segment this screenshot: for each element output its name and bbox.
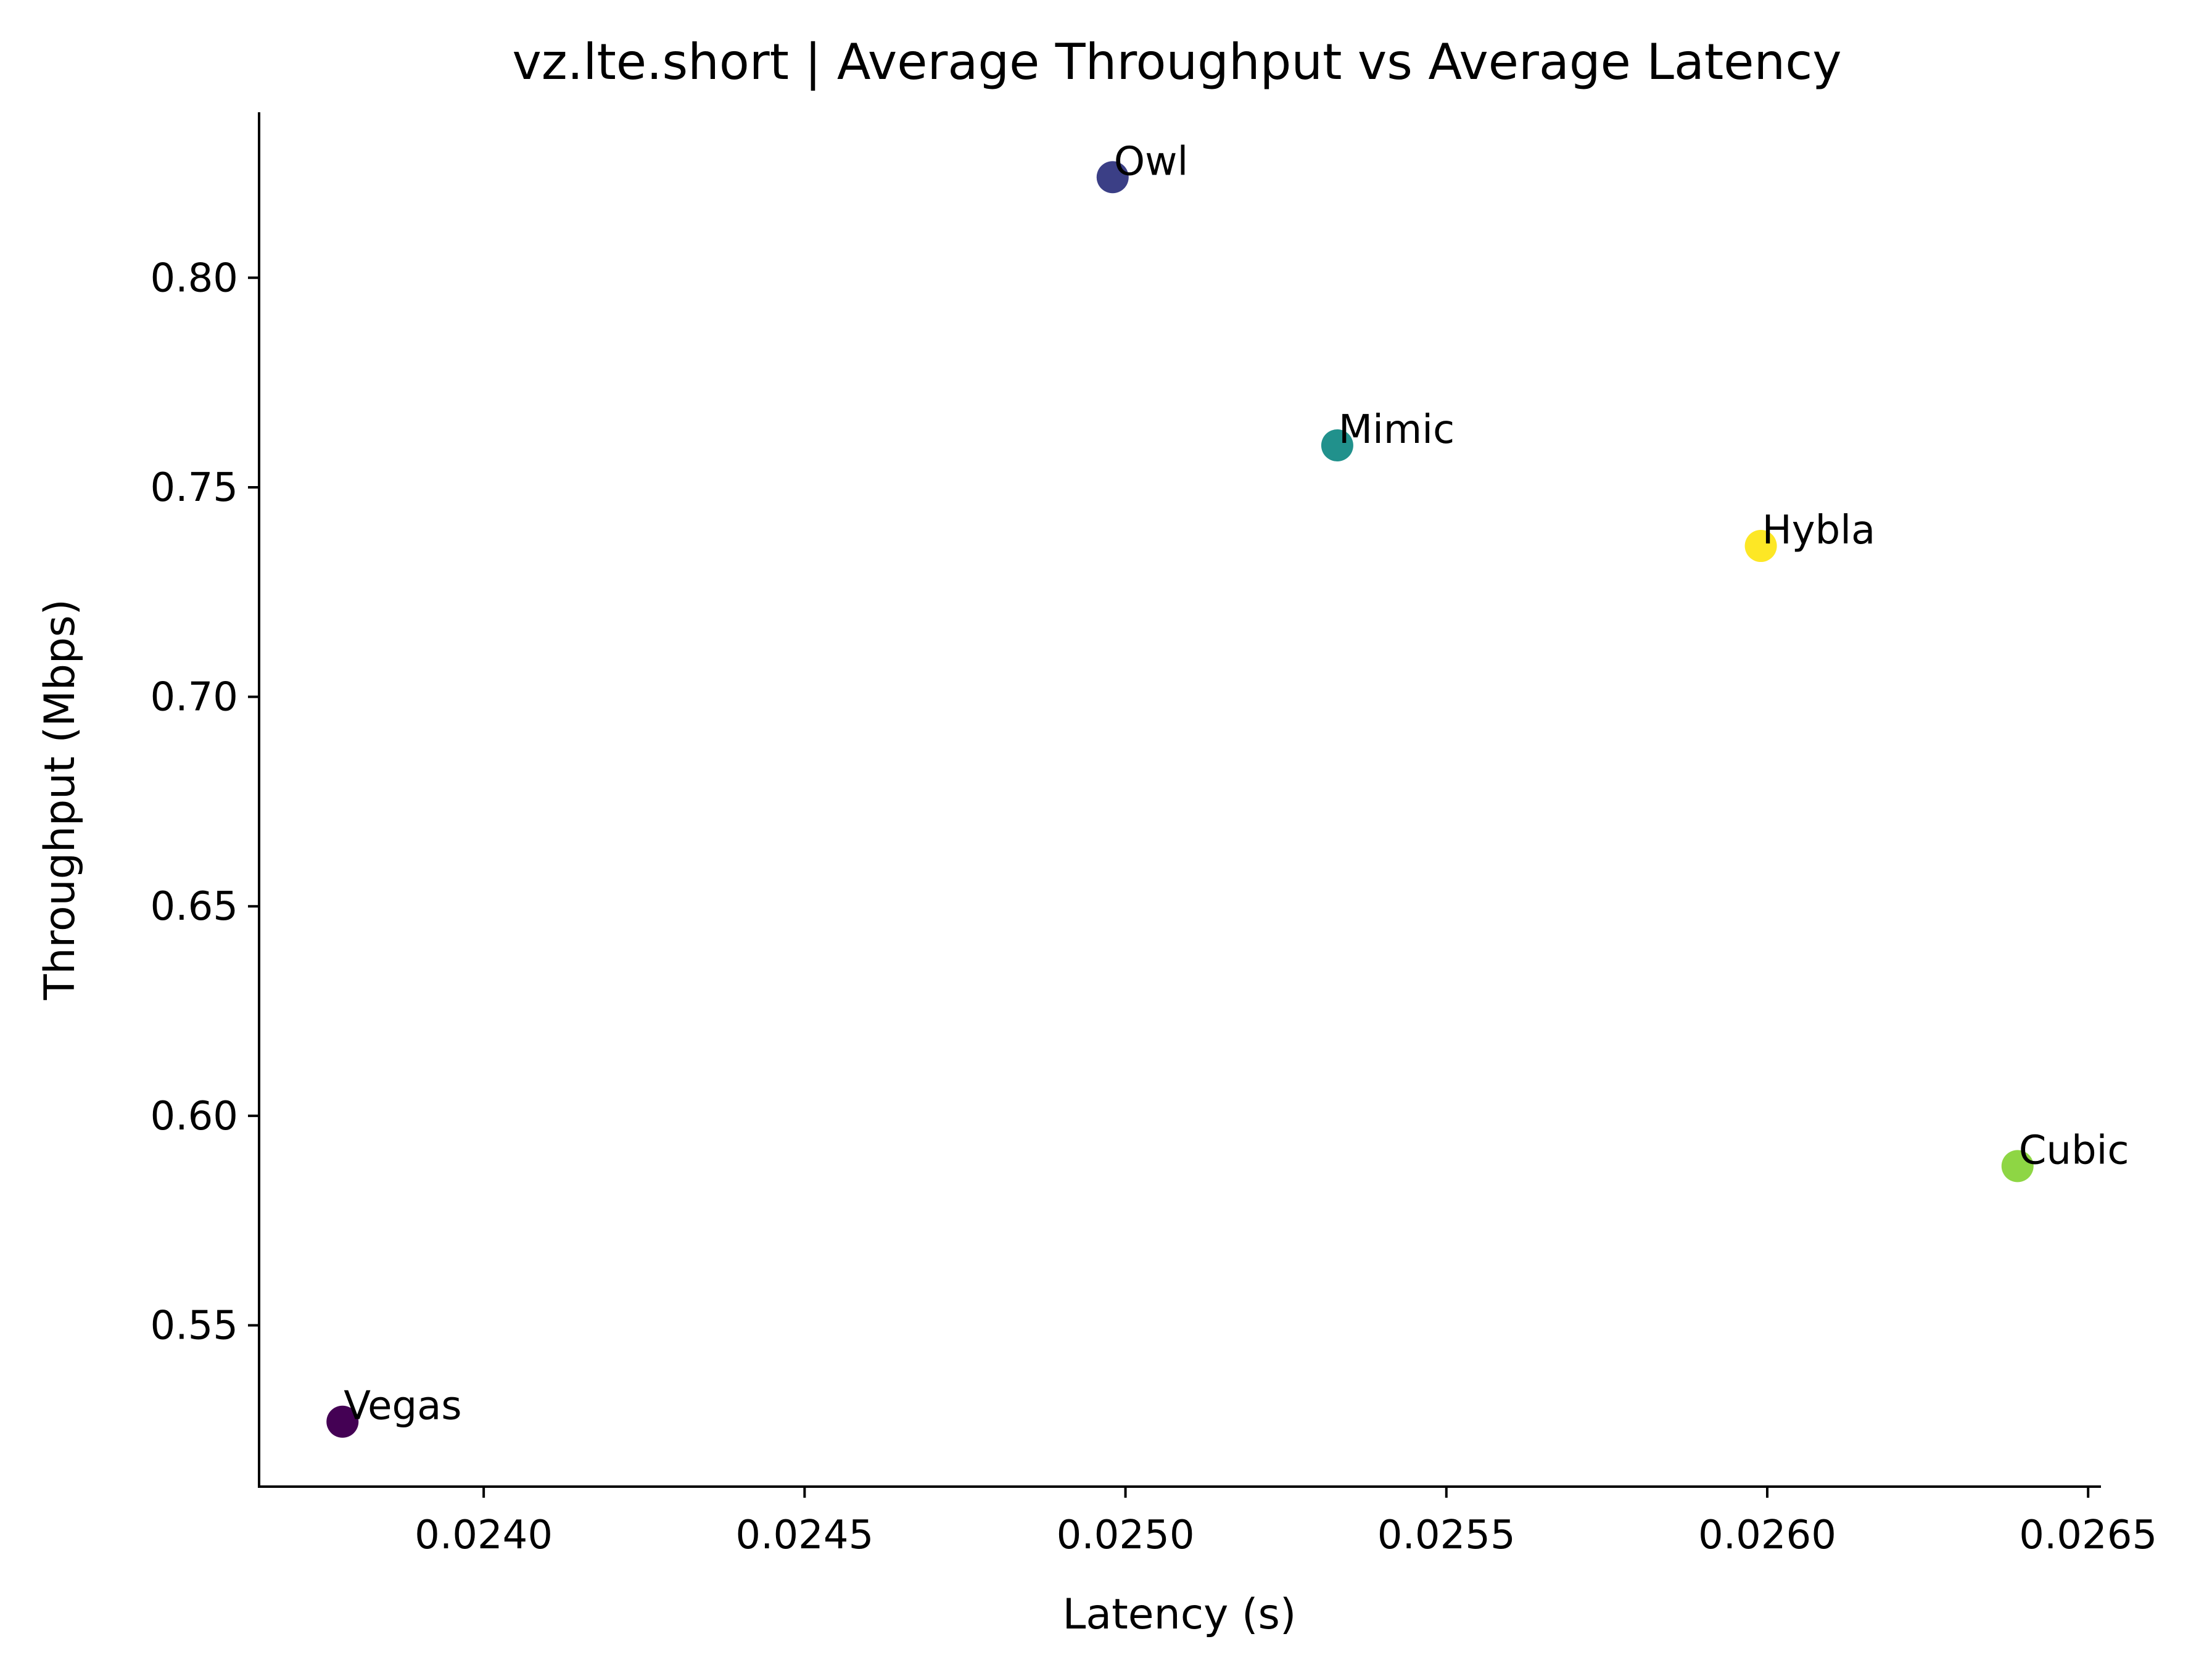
y-ticks: 0.55 0.60 0.65 0.70 0.75 0.80 xyxy=(151,255,259,1348)
y-axis-label: Throughput (Mbps) xyxy=(36,599,85,1001)
point-label-mimic: Mimic xyxy=(1339,407,1455,453)
data-point-hybla xyxy=(1744,530,1777,563)
plot-area: 0.0240 0.0245 0.0250 0.0255 0.0260 0.0265 0.5… xyxy=(151,112,2157,1558)
point-label-hybla: Hybla xyxy=(1762,508,1876,553)
point-label-vegas: Vegas xyxy=(344,1384,461,1429)
y-tick-label: 0.65 xyxy=(151,884,239,930)
chart-title: vz.lte.short | Average Throughput vs Ave… xyxy=(512,33,1841,91)
x-tick-label: 0.0250 xyxy=(1057,1513,1195,1558)
data-point-vegas xyxy=(326,1405,359,1438)
y-tick-label: 0.80 xyxy=(151,255,239,301)
y-tick-label: 0.70 xyxy=(151,675,239,720)
x-tick-label: 0.0265 xyxy=(2019,1513,2157,1558)
x-ticks: 0.0240 0.0245 0.0250 0.0255 0.0260 0.0265 xyxy=(415,1487,2157,1558)
y-tick-label: 0.55 xyxy=(151,1303,239,1348)
data-point-mimic xyxy=(1321,429,1353,462)
x-axis-label: Latency (s) xyxy=(1063,1590,1297,1639)
x-tick-label: 0.0240 xyxy=(415,1513,553,1558)
data-point-cubic xyxy=(2001,1150,2034,1183)
y-tick-label: 0.75 xyxy=(151,465,239,511)
x-tick-label: 0.0255 xyxy=(1377,1513,1516,1558)
point-label-cubic: Cubic xyxy=(2019,1128,2129,1173)
data-point-owl xyxy=(1096,161,1129,194)
point-label-owl: Owl xyxy=(1114,139,1189,184)
data-points: Vegas Owl Mimic Hybla Cubic xyxy=(326,139,2129,1438)
x-tick-label: 0.0245 xyxy=(735,1513,873,1558)
x-tick-label: 0.0260 xyxy=(1698,1513,1836,1558)
y-tick-label: 0.60 xyxy=(151,1094,239,1139)
